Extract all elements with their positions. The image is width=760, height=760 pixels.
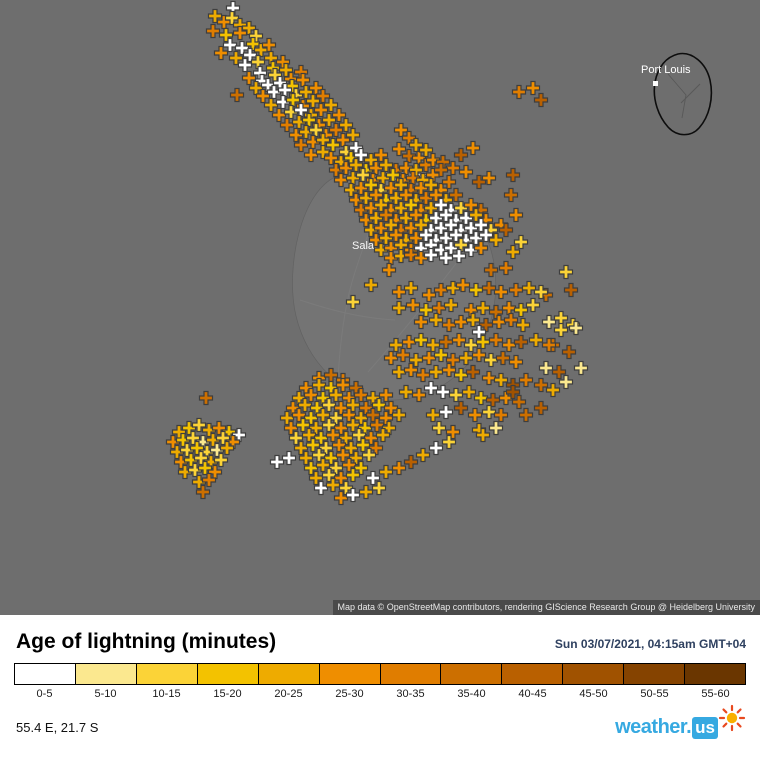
legend-label-45-50: 45-50 [579,688,608,700]
legend-label-15-20: 15-20 [213,688,242,700]
mauritius-island [653,52,713,136]
place-label: Saint-Denis [372,171,429,183]
logo-text-us: us [692,716,718,739]
legend-color-10-15 [135,663,198,685]
logo-text-weather: weather. [615,716,692,738]
legend-label-50-55: 50-55 [640,688,669,700]
legend-color-35-40 [440,663,503,685]
sun-icon [718,704,746,737]
weather-us-logo[interactable]: weather. us [615,704,746,739]
legend-color-20-25 [257,663,320,685]
mauritius-roads [667,73,701,119]
legend-panel: Age of lightning (minutes) Sun 03/07/202… [0,615,760,760]
legend-color-scale [14,663,747,685]
legend-label-35-40: 35-40 [457,688,486,700]
panel-footer: 55.4 E, 21.7 S weather. us [0,700,760,739]
legend-header: Age of lightning (minutes) Sun 03/07/202… [0,615,760,663]
legend-bin-labels: 0-5 5-10 10-15 15-20 20-25 25-30 30-35 35-40 40-… [14,688,746,700]
legend-color-25-30 [318,663,381,685]
legend-color-0-5 [14,663,76,685]
cursor-coordinates: 55.4 E, 21.7 S [16,720,99,735]
legend-color-45-50 [562,663,625,685]
legend-title: Age of lightning (minutes) [16,630,277,653]
port-louis-label: Port Louis [641,64,691,76]
port-louis-marker [653,81,658,86]
legend-color-30-35 [379,663,442,685]
legend-label-20-25: 20-25 [274,688,303,700]
place-label: Salazie [352,240,389,252]
legend-label-5-10: 5-10 [94,688,117,700]
timestamp: Sun 03/07/2021, 04:15am GMT+04 [554,637,746,651]
legend-label-55-60: 55-60 [701,688,730,700]
legend-label-0-5: 0-5 [36,688,53,700]
legend-color-5-10 [74,663,137,685]
legend-color-15-20 [196,663,259,685]
legend-label-30-35: 30-35 [396,688,425,700]
map-labels-layer: Saint-Denis Salazie [0,0,760,615]
lightning-map[interactable]: Saint-Denis Salazie Port Louis Map data ©… [0,0,760,615]
legend-color-50-55 [623,663,686,685]
legend-label-10-15: 10-15 [152,688,181,700]
legend-label-40-45: 40-45 [518,688,547,700]
legend-color-55-60 [684,663,747,685]
map-attribution: Map data © OpenStreetMap contributors, r… [332,600,760,615]
legend-color-40-45 [501,663,564,685]
legend-label-25-30: 25-30 [335,688,364,700]
